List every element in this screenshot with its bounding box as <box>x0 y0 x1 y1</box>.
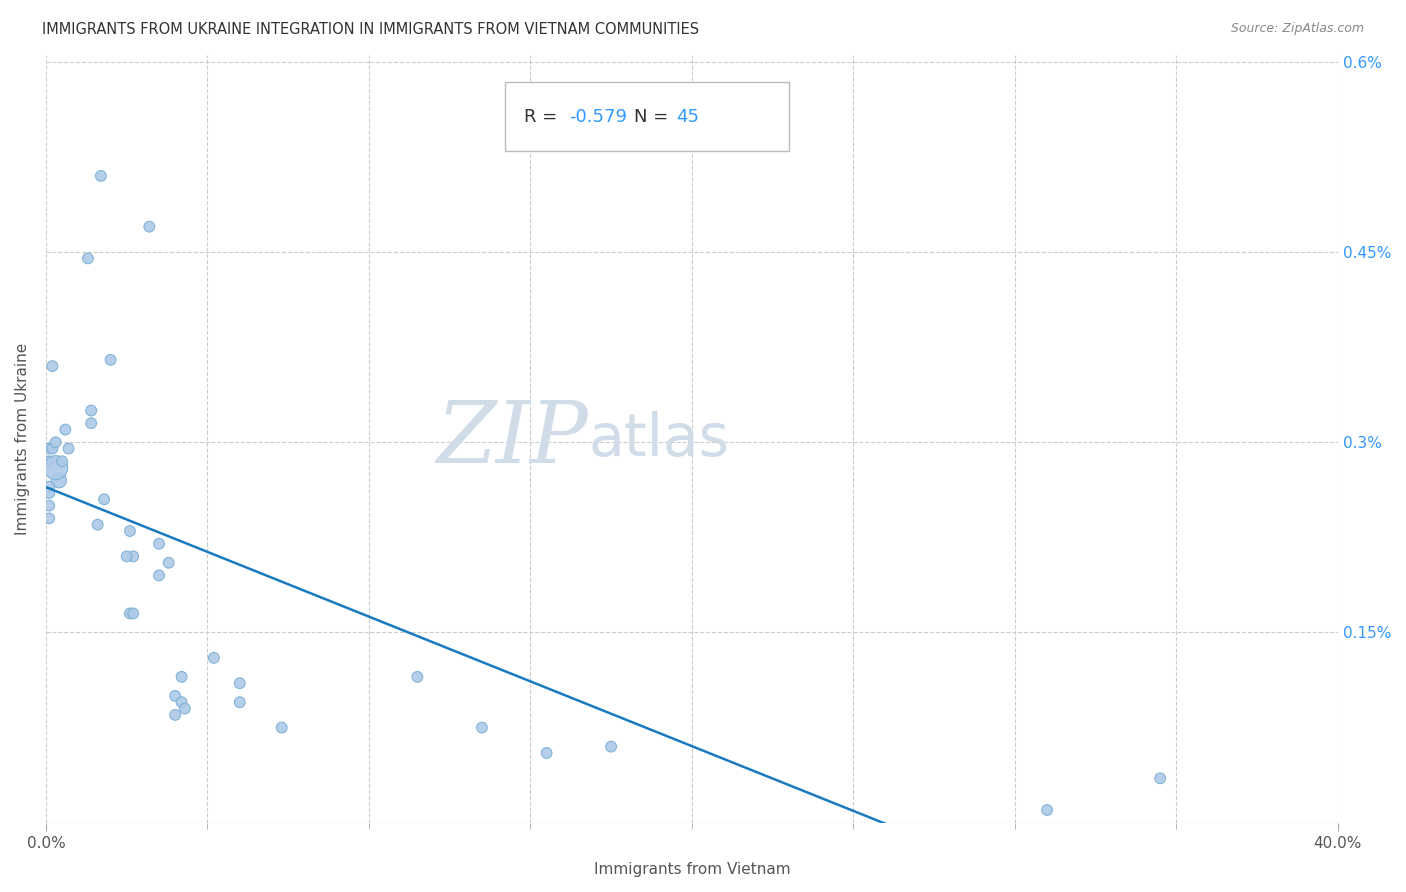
Point <box>90 169 112 183</box>
Point <box>406 670 429 684</box>
Point <box>118 607 141 621</box>
Point <box>170 695 193 709</box>
Point <box>77 252 100 266</box>
Point <box>229 695 252 709</box>
Point <box>118 524 141 538</box>
Bar <box>505 82 789 152</box>
Point <box>1149 772 1171 786</box>
Point <box>600 739 623 754</box>
Point <box>41 359 63 373</box>
Point <box>148 537 170 551</box>
Text: atlas: atlas <box>589 410 730 467</box>
Point <box>38 511 60 525</box>
Point <box>38 486 60 500</box>
Point <box>471 721 494 735</box>
X-axis label: Immigrants from Vietnam: Immigrants from Vietnam <box>593 862 790 877</box>
Point <box>229 676 252 690</box>
Point <box>45 435 67 450</box>
Point <box>86 517 108 532</box>
Point <box>53 423 76 437</box>
Text: IMMIGRANTS FROM UKRAINE INTEGRATION IN IMMIGRANTS FROM VIETNAM COMMUNITIES: IMMIGRANTS FROM UKRAINE INTEGRATION IN I… <box>42 22 699 37</box>
Y-axis label: Immigrants from Ukraine: Immigrants from Ukraine <box>15 343 30 535</box>
Point <box>157 556 180 570</box>
Point <box>1036 803 1059 817</box>
Point <box>38 454 60 468</box>
Text: Source: ZipAtlas.com: Source: ZipAtlas.com <box>1230 22 1364 36</box>
Point <box>270 721 292 735</box>
Point <box>122 607 145 621</box>
Point <box>80 403 103 417</box>
Point <box>58 442 80 456</box>
Point <box>80 416 103 430</box>
Point <box>115 549 138 564</box>
Point <box>38 499 60 513</box>
Point <box>100 352 122 367</box>
Point <box>45 460 67 475</box>
Text: ZIP: ZIP <box>437 398 589 481</box>
Point <box>173 701 195 715</box>
Point <box>202 650 225 665</box>
Point <box>122 549 145 564</box>
Point <box>170 670 193 684</box>
Point <box>38 480 60 494</box>
Point <box>138 219 160 234</box>
Text: R =: R = <box>524 108 562 126</box>
Text: 45: 45 <box>676 108 699 126</box>
Point <box>93 492 115 507</box>
Point <box>165 689 187 703</box>
Point <box>38 442 60 456</box>
Point <box>536 746 558 760</box>
Point <box>51 454 73 468</box>
Point <box>48 473 70 487</box>
Text: -0.579: -0.579 <box>569 108 627 126</box>
Point <box>165 707 187 722</box>
Text: N =: N = <box>634 108 673 126</box>
Point <box>148 568 170 582</box>
Point <box>41 442 63 456</box>
